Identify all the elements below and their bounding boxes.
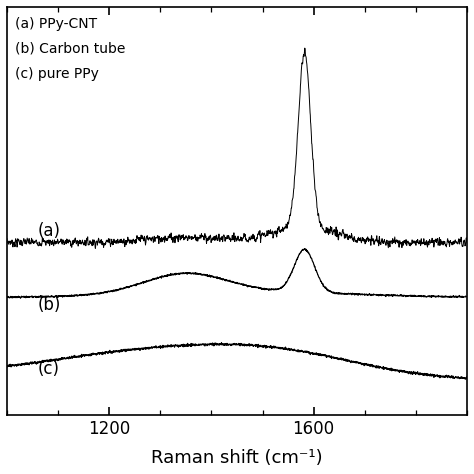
Text: (a): (a) [37, 222, 61, 240]
Text: (a) PPy-CNT: (a) PPy-CNT [15, 17, 97, 31]
Text: (b): (b) [37, 296, 61, 314]
Text: (c): (c) [37, 360, 60, 378]
Text: (c) pure PPy: (c) pure PPy [15, 67, 99, 81]
Text: (b) Carbon tube: (b) Carbon tube [15, 42, 125, 56]
X-axis label: Raman shift (cm⁻¹): Raman shift (cm⁻¹) [151, 449, 323, 467]
